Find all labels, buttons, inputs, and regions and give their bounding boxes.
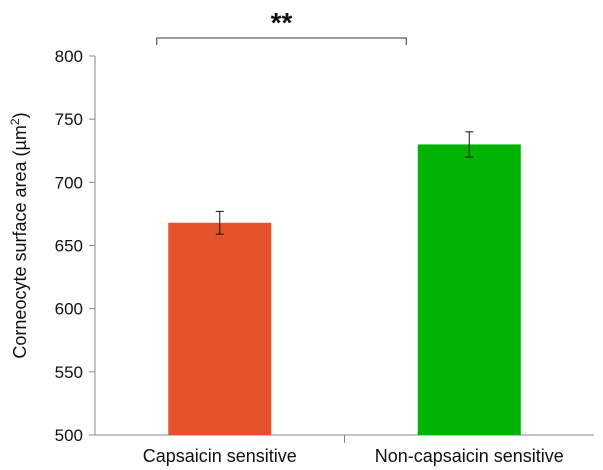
y-tick-label: 550 xyxy=(55,363,83,382)
y-tick-label: 500 xyxy=(55,426,83,445)
x-axis-labels: Capsaicin sensitive Non-capsaicin sensiti… xyxy=(143,446,564,466)
significance-label: ** xyxy=(271,7,293,38)
significance-bracket xyxy=(156,37,407,45)
x-category-label: Capsaicin sensitive xyxy=(143,446,297,466)
x-category-label: Non-capsaicin sensitive xyxy=(375,446,564,466)
y-tick-label: 700 xyxy=(55,173,83,192)
y-axis-title-main: Corneocyte surface area (µm xyxy=(10,125,30,358)
y-tick-label: 800 xyxy=(55,47,83,66)
y-tick-label: 600 xyxy=(55,300,83,319)
bar xyxy=(417,144,521,435)
y-axis-title-close: ) xyxy=(10,112,30,118)
bars xyxy=(168,144,521,435)
y-axis-ticks: 500 550 600 650 700 750 800 xyxy=(55,47,95,445)
y-axis-title-superscript: 2 xyxy=(8,118,22,125)
y-tick-label: 650 xyxy=(55,237,83,256)
error-bars xyxy=(215,131,474,235)
y-axis-title: Corneocyte surface area (µm2) xyxy=(8,112,30,358)
y-tick-label: 750 xyxy=(55,110,83,129)
bar xyxy=(168,222,272,435)
